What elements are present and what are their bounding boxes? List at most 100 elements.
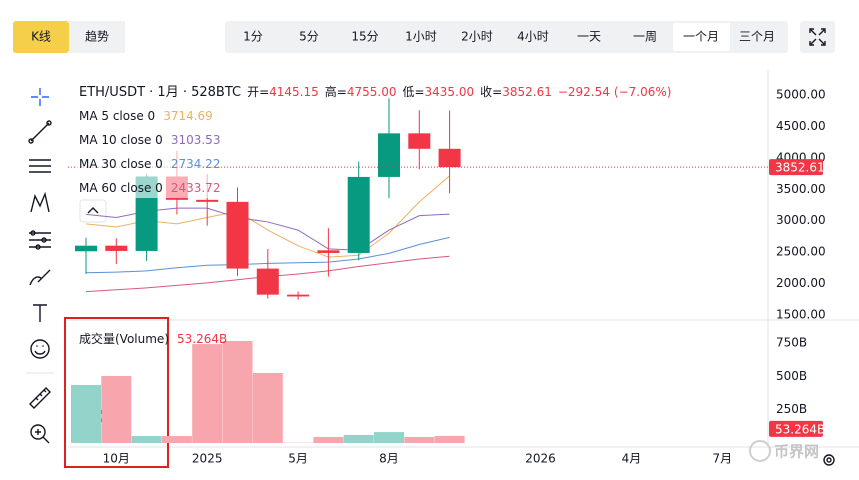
- volume-bar: [192, 344, 223, 443]
- ohlc-label: 收=: [480, 85, 502, 99]
- volume-bar: [222, 341, 253, 443]
- ohlc-label: 高=: [325, 84, 347, 99]
- interval-label[interactable]: 5分: [299, 30, 319, 44]
- line-tool[interactable]: [28, 120, 52, 144]
- prediction-tool[interactable]: [29, 230, 51, 250]
- last-price-label: 3852.61: [775, 161, 825, 175]
- ohlc-label: 开=: [247, 85, 269, 99]
- ma-legend: MA 10 close 0 3103.53: [79, 133, 220, 147]
- ohlc-label: 低=: [402, 85, 424, 99]
- y-tick-label: 2000.00: [776, 276, 826, 290]
- candle-body: [105, 245, 128, 251]
- ma-legend-value: 3103.53: [171, 133, 221, 147]
- volume-tick-label: 500B: [776, 369, 807, 383]
- interval-label[interactable]: 4小时: [517, 30, 549, 44]
- ohlc-value: 4145.15: [269, 85, 319, 99]
- ma-legend-name: MA 30 close 0: [79, 157, 163, 171]
- settings-button[interactable]: [823, 454, 835, 466]
- ma-legend: MA 30 close 0 2734.22: [79, 157, 220, 171]
- ma-legend-name: MA 5 close 0: [79, 109, 155, 123]
- ma-legend-value: 2734.22: [171, 157, 221, 171]
- candle-body: [438, 148, 461, 168]
- y-tick-label: 4500.00: [776, 119, 826, 133]
- candle-body: [196, 199, 219, 202]
- tab-bg[interactable]: [69, 21, 125, 53]
- text-tool[interactable]: [33, 304, 47, 322]
- interval-label[interactable]: 1分: [243, 30, 263, 44]
- volume-bar: [434, 435, 465, 443]
- volume-tick-label: 250B: [776, 402, 807, 416]
- volume-bar: [71, 385, 101, 443]
- y-tick-label: 2500.00: [776, 245, 826, 259]
- candle-body: [378, 133, 400, 177]
- volume-legend: 成交量(Volume) 53.264B: [79, 331, 227, 346]
- volume-bar: [313, 437, 344, 443]
- interval-label[interactable]: 一周: [633, 30, 657, 44]
- pattern-tool[interactable]: [30, 191, 50, 213]
- interval-label[interactable]: 一个月: [683, 30, 719, 44]
- volume-bar: [374, 432, 404, 443]
- ma-legend: MA 5 close 0 3714.69: [79, 109, 213, 123]
- candle-body: [256, 268, 279, 295]
- y-tick-label: 3500.00: [776, 182, 826, 196]
- last-volume-label: 53.264B: [775, 422, 825, 436]
- emoji-tool[interactable]: [30, 339, 50, 359]
- chart-header: ETH/USDT · 1月 · 528BTC 开=4145.15 高=4755.00…: [79, 84, 671, 100]
- watermark-logo: [749, 440, 771, 462]
- interval-label[interactable]: 1小时: [405, 30, 437, 44]
- volume-bar: [131, 436, 162, 443]
- chart-title: ETH/USDT · 1月 · 528BTC: [79, 85, 241, 100]
- ma-legend-value: 2433.72: [171, 181, 221, 195]
- last-price-badge: [769, 159, 823, 176]
- ohlc-value: 4755.00: [347, 85, 397, 99]
- x-tick-label: 2026: [525, 452, 556, 466]
- ma-legend-value: 3714.69: [163, 109, 213, 123]
- volume-bar: [343, 435, 374, 443]
- tab-label[interactable]: 趋势: [85, 30, 109, 44]
- candle-body: [226, 201, 249, 269]
- y-tick-label: 5000.00: [776, 88, 826, 102]
- tab-bg[interactable]: [13, 21, 69, 53]
- crosshair-tool[interactable]: [31, 88, 49, 106]
- interval-group: [225, 21, 788, 53]
- x-tick-label: 4月: [622, 452, 642, 466]
- fullscreen-button[interactable]: [800, 21, 835, 53]
- candle-body: [408, 133, 431, 149]
- ruler-tool[interactable]: [29, 387, 51, 409]
- candle-body: [75, 245, 97, 252]
- volume-bar: [161, 436, 192, 443]
- legend-collapse-button[interactable]: [79, 199, 107, 223]
- volume-legend-name: 成交量(Volume): [79, 331, 169, 346]
- y-tick-label: 3000.00: [776, 213, 826, 227]
- candle-body: [317, 250, 340, 253]
- last-volume-badge: [769, 420, 823, 437]
- zoom-tool[interactable]: [30, 424, 50, 444]
- watermark: 币界网: [774, 443, 819, 461]
- tab-label[interactable]: K线: [31, 30, 51, 44]
- interval-label[interactable]: 15分: [351, 30, 378, 44]
- legend-backdrop: [76, 105, 216, 198]
- ohlc-value: 3852.61: [502, 85, 552, 99]
- change: −292.54: [558, 85, 610, 99]
- ma-legend-name: MA 10 close 0: [79, 133, 163, 147]
- volume-bar: [101, 375, 132, 443]
- x-tick-label: 7月: [712, 452, 732, 466]
- change-pct: (−7.06%): [614, 85, 672, 99]
- interval-selected[interactable]: [673, 23, 730, 51]
- ma-legend-name: MA 60 close 0: [79, 181, 163, 195]
- x-tick-label: 8月: [379, 452, 399, 466]
- ma-legend: MA 60 close 0 2433.72: [79, 181, 220, 195]
- x-tick-label: 2025: [192, 452, 223, 466]
- candle-body: [347, 176, 370, 253]
- volume-tick-label: 750B: [776, 336, 807, 350]
- interval-label[interactable]: 2小时: [461, 30, 493, 44]
- x-tick-label: 5月: [288, 452, 308, 466]
- interval-label[interactable]: 一天: [577, 30, 601, 44]
- interval-label[interactable]: 三个月: [739, 30, 775, 44]
- fib-tool[interactable]: [29, 159, 51, 173]
- y-tick-label: 1500.00: [776, 307, 826, 321]
- volume-bar: [252, 373, 283, 443]
- x-tick-label: 10月: [103, 452, 130, 466]
- brush-tool[interactable]: [29, 269, 51, 286]
